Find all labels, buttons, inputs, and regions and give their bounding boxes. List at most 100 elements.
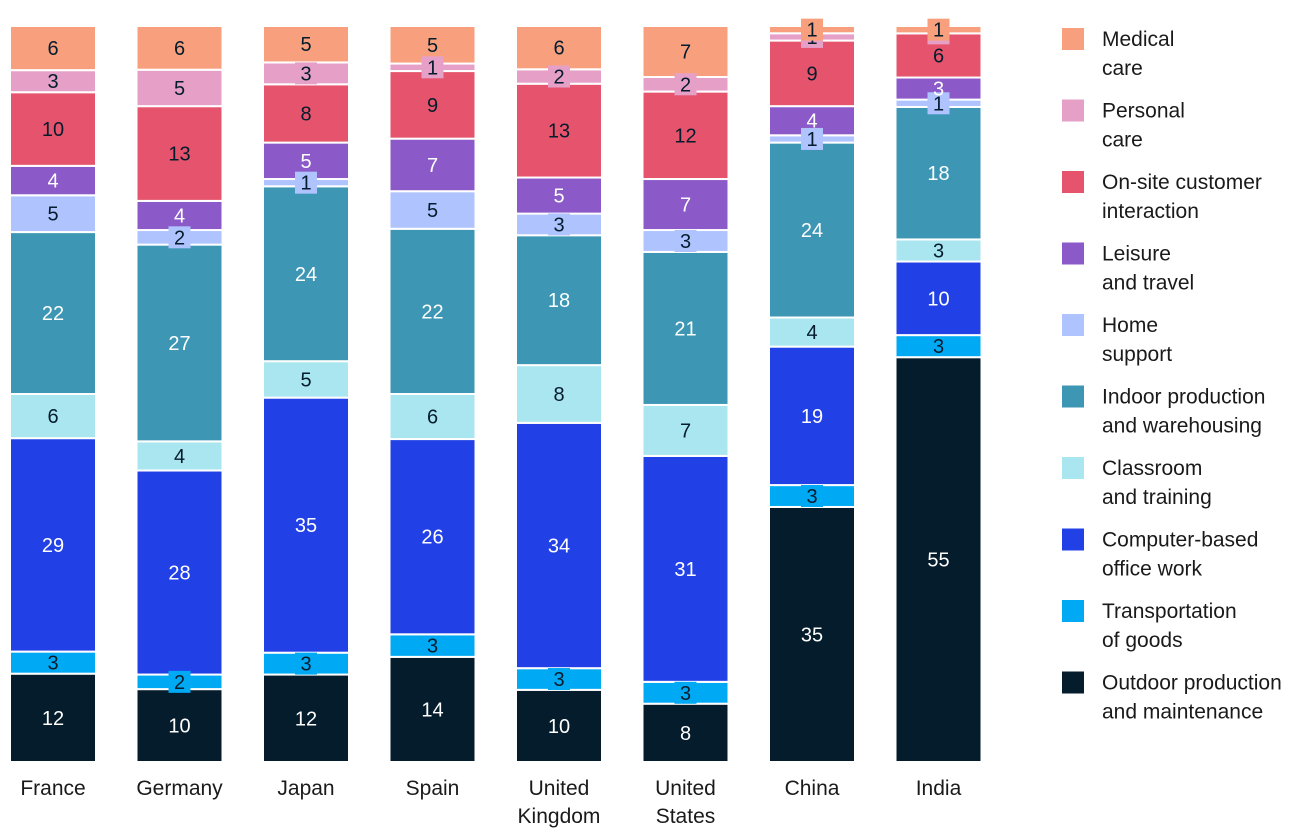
segment-value-label: 3 bbox=[680, 231, 691, 253]
legend: Medical care Personal care On-site customer i… bbox=[1062, 28, 1282, 724]
legend-item: On-site customer interaction bbox=[1062, 171, 1262, 223]
segment-value-label: 13 bbox=[168, 144, 190, 166]
segment-value-label: 4 bbox=[806, 322, 817, 344]
segment-value-label: 35 bbox=[295, 515, 317, 537]
bar-segment bbox=[135, 25, 224, 71]
bar-segment bbox=[135, 105, 224, 202]
segment-value-label: 6 bbox=[47, 38, 58, 60]
legend-label: On-site customer interaction bbox=[1102, 171, 1262, 223]
bar-segment bbox=[262, 83, 350, 144]
segment-value-label: 5 bbox=[174, 78, 185, 100]
segment-value-label: 4 bbox=[174, 205, 185, 227]
bar-segment bbox=[9, 672, 97, 763]
legend-swatch bbox=[1062, 171, 1084, 193]
bar-segment bbox=[515, 82, 603, 179]
bar-segment bbox=[262, 396, 350, 654]
segment-value-label: 35 bbox=[801, 624, 823, 646]
legend-item: Medical care bbox=[1062, 28, 1174, 80]
segment-label-box bbox=[674, 229, 697, 252]
legend-label: Outdoor production and maintenance bbox=[1102, 672, 1282, 724]
legend-item: Computer-based office work bbox=[1062, 528, 1258, 581]
bar-segment bbox=[641, 178, 730, 232]
legend-swatch bbox=[1062, 99, 1084, 122]
legend-swatch bbox=[1062, 28, 1084, 50]
segment-value-label: 3 bbox=[553, 669, 564, 691]
segment-value-label: 29 bbox=[42, 535, 64, 557]
segment-value-label: 55 bbox=[927, 550, 949, 572]
category-label: France bbox=[20, 777, 85, 800]
legend-label: Classroom and training bbox=[1102, 457, 1212, 509]
segment-value-label: 6 bbox=[933, 45, 944, 67]
segment-value-label: 6 bbox=[427, 407, 438, 429]
segment-value-label: 18 bbox=[548, 290, 570, 312]
segment-value-label: 5 bbox=[427, 200, 438, 222]
legend-swatch bbox=[1062, 528, 1084, 551]
bar-segment bbox=[768, 505, 856, 763]
segment-value-label: 9 bbox=[806, 63, 817, 85]
bar-segment bbox=[515, 688, 603, 763]
bar-segment bbox=[388, 438, 477, 636]
bar-segment bbox=[515, 234, 603, 367]
legend-label: Personal care bbox=[1102, 100, 1185, 152]
bar-segment bbox=[641, 250, 730, 406]
segment-value-label: 22 bbox=[42, 303, 64, 325]
legend-item: Classroom and training bbox=[1062, 457, 1212, 509]
legend-item: Personal care bbox=[1062, 99, 1185, 152]
segment-label-box bbox=[801, 485, 823, 508]
segment-label-box bbox=[674, 681, 697, 704]
segment-value-label: 34 bbox=[548, 536, 570, 558]
segment-label-box bbox=[548, 65, 570, 88]
segment-value-label: 6 bbox=[47, 406, 58, 428]
bar-segment bbox=[388, 70, 477, 140]
segment-value-label: 5 bbox=[300, 34, 311, 56]
category-label: Japan bbox=[277, 777, 334, 800]
bar-segment bbox=[894, 260, 983, 337]
segment-value-label: 13 bbox=[548, 121, 570, 143]
bar-4: 10 3 34 8 18 3 5 13 2 6 bbox=[515, 25, 603, 763]
bar-segment bbox=[388, 190, 477, 230]
segment-value-label: 7 bbox=[680, 42, 691, 64]
segment-label-box bbox=[168, 670, 191, 693]
bar-segment bbox=[515, 25, 603, 71]
bar-segment bbox=[9, 231, 97, 395]
category-label: Spain bbox=[406, 777, 460, 800]
segment-label-box bbox=[548, 668, 570, 691]
legend-swatch bbox=[1062, 385, 1084, 408]
segment-value-label: 21 bbox=[674, 318, 696, 340]
segment-label-box bbox=[801, 127, 823, 150]
legend-label: Medical care bbox=[1102, 28, 1174, 80]
legend-label: Leisure and travel bbox=[1102, 243, 1194, 295]
bar-segment bbox=[9, 91, 97, 167]
segment-value-label: 3 bbox=[300, 63, 311, 85]
segment-value-label: 3 bbox=[933, 79, 944, 101]
segment-value-label: 24 bbox=[801, 220, 823, 242]
category-label: India bbox=[916, 777, 962, 800]
segment-label-box bbox=[927, 92, 950, 115]
legend-label: Computer-based office work bbox=[1102, 529, 1258, 581]
segment-value-label: 10 bbox=[548, 716, 570, 738]
category-labels-group: France Germany Japan Spain United Kingdom Unit… bbox=[20, 777, 961, 828]
legend-label: Indoor production and warehousing bbox=[1102, 386, 1265, 438]
segment-value-label: 7 bbox=[427, 155, 438, 177]
segment-label-box bbox=[674, 73, 697, 96]
segment-value-label: 4 bbox=[806, 111, 817, 133]
segment-value-label: 1 bbox=[933, 20, 944, 42]
bar-5: 8 3 31 7 21 3 7 12 2 7 bbox=[641, 25, 730, 763]
segment-label-box bbox=[801, 18, 823, 41]
segment-value-label: 5 bbox=[300, 151, 311, 173]
segment-value-label: 28 bbox=[168, 563, 190, 585]
legend-item: Outdoor production and maintenance bbox=[1062, 671, 1282, 724]
bar-segment bbox=[9, 164, 97, 197]
segment-value-label: 2 bbox=[174, 672, 185, 694]
segment-value-label: 5 bbox=[300, 369, 311, 391]
segment-value-label: 6 bbox=[174, 38, 185, 60]
segment-value-label: 26 bbox=[421, 527, 443, 549]
segment-value-label: 4 bbox=[174, 446, 185, 468]
segment-value-label: 2 bbox=[680, 74, 691, 96]
segment-value-label: 12 bbox=[674, 125, 696, 147]
bar-segment bbox=[262, 360, 350, 399]
legend-item: Leisure and travel bbox=[1062, 242, 1194, 295]
segment-value-label: 9 bbox=[427, 95, 438, 117]
